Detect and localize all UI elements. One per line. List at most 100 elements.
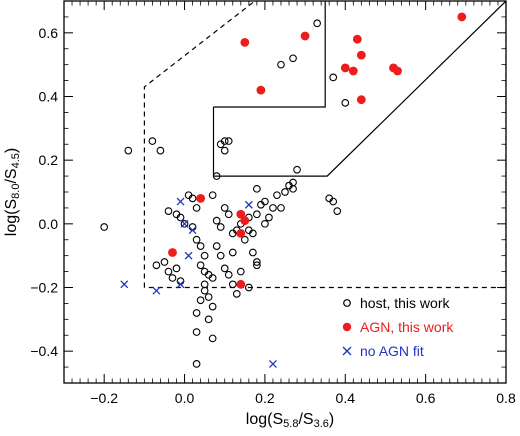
x-tick-label: 0.4	[336, 390, 356, 406]
host-point	[228, 280, 237, 289]
agn-point	[236, 228, 246, 238]
host-point	[249, 229, 257, 238]
host-point	[281, 188, 289, 196]
host-point	[329, 197, 338, 206]
host-point	[329, 73, 338, 82]
host-point	[176, 213, 185, 222]
host-point	[208, 274, 217, 282]
legend-item-no-agn-fit: no AGN fit	[342, 343, 424, 359]
legend-item-agn: AGN, this work	[342, 319, 454, 335]
y-axis-label: log(S8.0/S4.5)	[3, 148, 22, 236]
agn-point	[240, 37, 250, 47]
agn-point	[256, 85, 266, 95]
legend-x-icon	[342, 346, 352, 356]
host-point	[220, 204, 229, 212]
no-agn-fit-point	[120, 280, 129, 289]
agn-point	[300, 31, 310, 41]
host-point	[192, 309, 201, 317]
host-point	[224, 137, 233, 145]
host-point	[172, 264, 181, 273]
host-point	[228, 248, 237, 257]
host-point	[124, 146, 133, 155]
host-point	[261, 197, 269, 206]
host-point	[204, 315, 213, 324]
legend-open-circle-icon	[343, 299, 351, 307]
host-point	[253, 184, 261, 193]
agn-point	[352, 34, 362, 44]
host-point	[196, 242, 205, 250]
agn-point	[457, 12, 467, 22]
host-point	[192, 235, 201, 244]
host-point	[200, 286, 209, 295]
host-point	[232, 290, 241, 298]
host-point	[212, 216, 221, 225]
host-point	[224, 210, 233, 219]
host-point	[289, 184, 297, 193]
axis-ticks: −0.2 0.0 0.2 0.4 0.6 0.8 −0.4 −0.2 0.0 0.2 0.4 0.6	[30, 0, 516, 406]
agn-point	[356, 50, 366, 60]
host-point	[240, 235, 249, 244]
no-agn-fit-point	[180, 219, 189, 228]
host-point	[212, 242, 221, 250]
agn-point	[168, 248, 177, 257]
host-point	[100, 223, 109, 231]
legend-label-no-agn-fit: no AGN fit	[360, 343, 424, 359]
host-point	[200, 251, 209, 260]
host-point	[164, 267, 173, 276]
host-point	[249, 248, 257, 257]
no-agn-fit-point	[244, 200, 253, 209]
host-point	[220, 264, 229, 273]
host-point	[293, 165, 301, 174]
agn-point	[340, 63, 350, 73]
legend: host, this work AGN, this work no AGN fi…	[342, 295, 454, 359]
host-point	[333, 207, 342, 215]
legend-item-host: host, this work	[343, 295, 450, 311]
no-agn-fit-point	[176, 197, 185, 206]
host-point	[341, 99, 350, 107]
y-tick-label: 0.2	[39, 152, 59, 168]
host-point	[265, 213, 273, 222]
host-point	[216, 251, 225, 260]
y-tick-label: 0.4	[39, 89, 59, 105]
agn-point	[356, 95, 366, 105]
data-points	[100, 12, 467, 368]
host-point	[192, 360, 201, 368]
agn-point	[196, 193, 206, 203]
host-point	[200, 280, 209, 289]
host-point	[289, 54, 297, 63]
host-point	[277, 60, 285, 69]
host-point	[236, 267, 245, 276]
agn-point	[393, 66, 402, 76]
region-solid-boundary	[212, 1, 506, 177]
agn-point	[236, 209, 246, 219]
host-point	[277, 204, 285, 212]
host-point	[273, 191, 281, 200]
x-tick-label: 0.0	[175, 390, 195, 406]
host-point	[196, 261, 205, 270]
no-agn-fit-point	[184, 251, 193, 260]
legend-filled-circle-icon	[342, 322, 352, 332]
x-tick-label: −0.2	[90, 390, 118, 406]
host-point	[253, 261, 261, 270]
host-point	[208, 302, 217, 311]
x-tick-label: 0.6	[416, 390, 436, 406]
x-tick-label: 0.8	[496, 390, 516, 406]
host-point	[168, 274, 177, 282]
host-point	[253, 258, 261, 266]
host-point	[192, 204, 201, 212]
host-point	[196, 296, 205, 305]
y-tick-label: −0.4	[30, 343, 58, 359]
host-point	[269, 204, 277, 212]
host-point	[152, 261, 161, 270]
host-point	[204, 293, 213, 301]
host-point	[180, 219, 189, 228]
agn-point	[236, 279, 246, 289]
legend-label-agn: AGN, this work	[360, 319, 454, 335]
selection-regions	[143, 1, 506, 289]
y-tick-label: 0.0	[39, 216, 59, 232]
host-point	[192, 328, 201, 336]
host-point	[224, 270, 233, 279]
host-point	[208, 334, 217, 343]
host-point	[220, 137, 229, 145]
